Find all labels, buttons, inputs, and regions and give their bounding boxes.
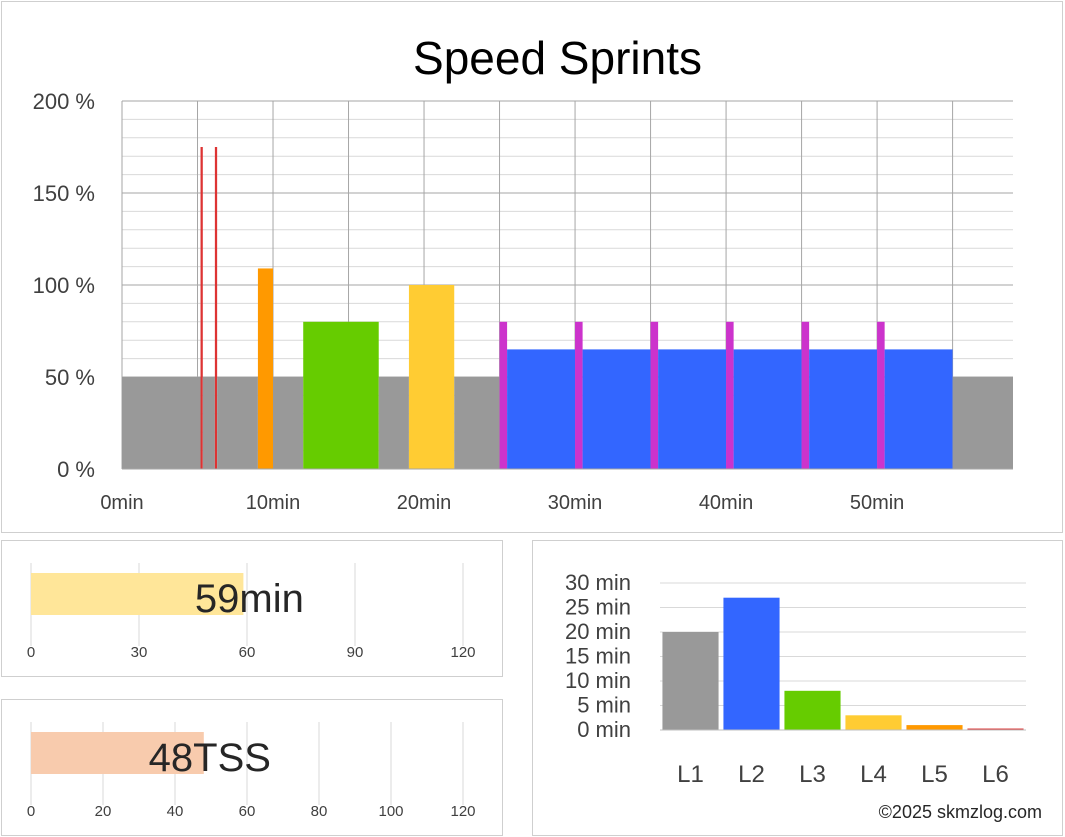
y-tick-label: 50 %: [45, 365, 95, 390]
x-tick-label: 0: [27, 644, 35, 661]
x-tick-label: 60: [239, 803, 256, 820]
duration-value-label: 59min: [195, 577, 304, 621]
x-tick-label: 30: [131, 644, 148, 661]
profile-bar-l1: [217, 377, 258, 469]
x-tick-label: 100: [378, 803, 403, 820]
x-tick-label: 40min: [699, 492, 753, 514]
zone-category-label: L6: [982, 761, 1009, 788]
profile-bar-l2: [809, 349, 878, 469]
zone-bar-l5: [906, 725, 963, 730]
profile-bar-l1: [122, 377, 201, 469]
zone-bar-l3: [784, 690, 841, 730]
y-tick-label: 15 min: [565, 644, 631, 669]
profile-bar-l1: [952, 377, 1013, 469]
workout-profile-chart: Speed Sprints 0 % 50 % 100 % 150 % 200 % 0min 1…: [33, 32, 1013, 514]
y-tick-label: 20 min: [565, 619, 631, 644]
profile-bar-l1: [202, 377, 215, 469]
x-tick-label: 120: [450, 644, 475, 661]
duration-chart: 59min 0 30 60 90 120: [27, 563, 476, 661]
profile-bar-l1: [378, 377, 409, 469]
zone-bar-l6: [967, 728, 1024, 731]
y-tick-label: 10 min: [565, 668, 631, 693]
y-tick-label: 0 min: [577, 717, 631, 742]
x-tick-label: 0min: [100, 492, 143, 514]
profile-bar-l2: [658, 349, 727, 469]
zone-category-label: L3: [799, 761, 826, 788]
profile-bar-l2: [582, 349, 651, 469]
y-tick-label: 200 %: [33, 89, 95, 114]
profile-bar-l2: [884, 349, 953, 469]
chart-title: Speed Sprints: [413, 32, 702, 84]
x-tick-label: 30min: [548, 492, 602, 514]
profile-bar-l1: [273, 377, 304, 469]
zone-category-label: L5: [921, 761, 948, 788]
x-tick-label: 20min: [397, 492, 451, 514]
tss-panel: 48TSS 0 20 40 60 80 100 120: [1, 699, 503, 836]
y-tick-label: 100 %: [33, 273, 95, 298]
profile-bar-l7: [801, 321, 810, 469]
y-tick-label: 5 min: [577, 693, 631, 718]
duration-panel: 59min 0 30 60 90 120: [1, 540, 503, 677]
workout-profile-panel: Speed Sprints 0 % 50 % 100 % 150 % 200 % 0min 1…: [1, 1, 1063, 533]
zone-bar-l2: [723, 597, 780, 730]
profile-bar-l5: [257, 268, 274, 469]
x-tick-label: 10min: [246, 492, 300, 514]
copyright-text: ©2025 skmzlog.com: [879, 802, 1042, 822]
profile-bar-l7: [650, 321, 659, 469]
x-tick-label: 80: [311, 803, 328, 820]
y-tick-label: 150 %: [33, 181, 95, 206]
profile-bar-l7: [877, 321, 885, 469]
x-tick-label: 120: [450, 803, 475, 820]
x-tick-label: 60: [239, 644, 256, 661]
profile-bar-l7: [575, 321, 583, 469]
x-tick-label: 90: [347, 644, 364, 661]
profile-bar-l7: [726, 321, 734, 469]
zone-category-label: L4: [860, 761, 887, 788]
profile-bar-l4: [408, 285, 455, 469]
profile-bar-l2: [507, 349, 576, 469]
tss-chart: 48TSS 0 20 40 60 80 100 120: [27, 722, 476, 820]
y-tick-label: 25 min: [565, 595, 631, 620]
duration-bar: [31, 573, 244, 615]
profile-bar-l6: [214, 147, 218, 469]
x-tick-label: 0: [27, 803, 35, 820]
zone-bar-l4: [845, 715, 902, 730]
x-tick-label: 50min: [850, 492, 904, 514]
tss-bar: [31, 732, 204, 774]
x-tick-label: 40: [167, 803, 184, 820]
zone-category-label: L2: [738, 761, 765, 788]
zone-bar-l1: [662, 632, 719, 730]
profile-bar-l3: [303, 321, 379, 469]
zone-category-label: L1: [677, 761, 704, 788]
zone-distribution-panel: L1 L2 L3 L4 L5 L6 0 min 5 min 10 min 15 min 20 min…: [532, 540, 1063, 836]
profile-bar-l6: [200, 147, 203, 469]
profile-bar-l2: [733, 349, 802, 469]
profile-bar-l7: [499, 321, 508, 469]
profile-bar-l1: [454, 377, 500, 469]
x-tick-label: 20: [95, 803, 112, 820]
y-tick-label: 30 min: [565, 570, 631, 595]
tss-value-label: 48TSS: [149, 736, 271, 780]
y-tick-label: 0 %: [57, 457, 95, 482]
